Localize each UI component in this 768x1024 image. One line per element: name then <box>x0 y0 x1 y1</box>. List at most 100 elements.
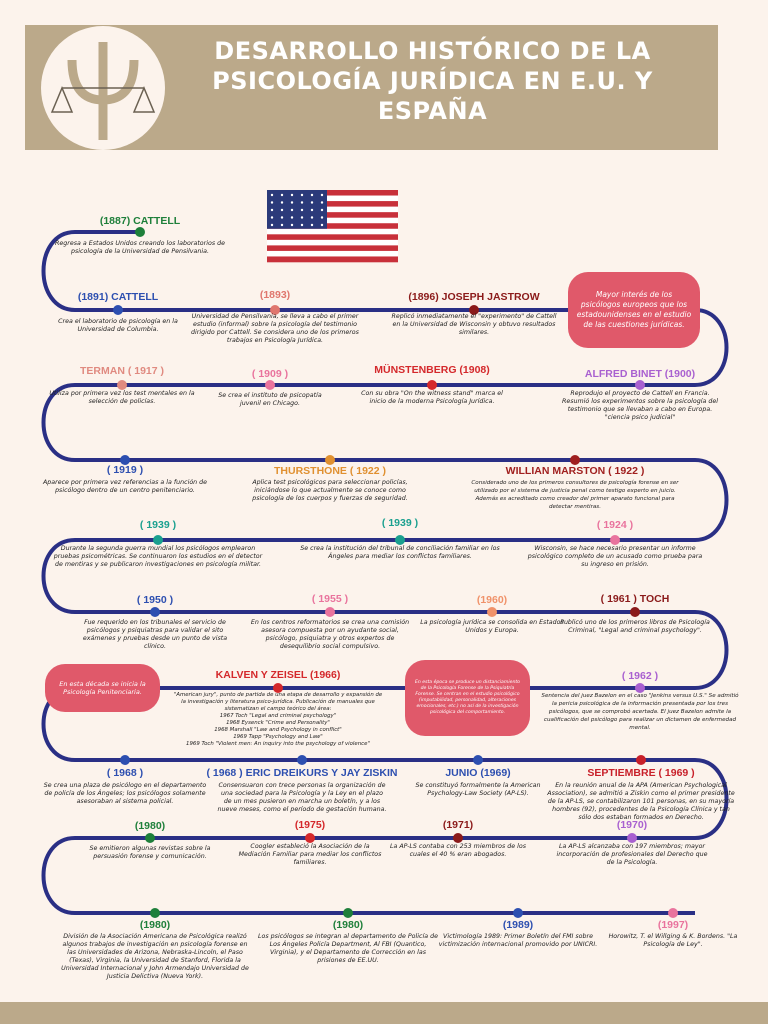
event-label: (1960) <box>476 594 508 606</box>
event-dot <box>150 908 160 918</box>
description-text: Coogler estableció la Asociación de la M… <box>238 843 382 866</box>
event-dot <box>636 755 646 765</box>
description-text: La AP-LS alcanzaba con 197 miembros; may… <box>556 843 708 866</box>
event-label: (1980) <box>139 919 171 931</box>
event-label: ( 1939 ) <box>381 517 419 529</box>
flag-star <box>290 223 294 227</box>
flag-star <box>290 208 294 212</box>
description-text: Con su obra "On the witness stand" marca… <box>361 390 503 405</box>
event-dot <box>668 908 678 918</box>
event-label: ( 1950 ) <box>136 594 174 606</box>
flag-star <box>310 216 314 219</box>
event-description: Sentencia del juez Bazelon en el caso "J… <box>540 692 740 732</box>
event-dot <box>473 755 483 765</box>
description-text: Publicó uno de los primeros libros de Ps… <box>560 619 710 634</box>
flag-star <box>280 208 284 212</box>
event-label: (1997) <box>657 919 689 931</box>
event-dot <box>610 535 620 545</box>
description-text: La AP-LS contaba con 253 miembros de los… <box>389 843 527 858</box>
flag-stripe <box>267 245 398 252</box>
event-description: Fue requerido en los tribunales el servi… <box>75 619 235 651</box>
event-description: En los centros reformatorios se crea una… <box>250 619 410 651</box>
event-description: La psicología jurídica se consolida en E… <box>417 619 567 635</box>
event-dot <box>145 833 155 843</box>
description-text: La psicología jurídica se consolida en E… <box>420 619 564 634</box>
flag-star <box>300 201 304 204</box>
flag-star <box>300 208 304 212</box>
event-dot <box>135 227 145 237</box>
note-box: Mayor interés de los psicólogos europeos… <box>568 272 700 348</box>
note-box: En esta década se inicia la Psicología P… <box>45 664 160 712</box>
event-dot <box>630 607 640 617</box>
timeline-track <box>41 230 729 915</box>
event-description: Consensuaron con trece personas la organ… <box>217 782 387 814</box>
event-label: (1891) CATTELL <box>77 291 159 303</box>
event-dot <box>305 833 315 843</box>
flag-star <box>320 193 324 197</box>
event-dot <box>117 380 127 390</box>
event-label: ( 1919 ) <box>106 464 144 476</box>
event-label: TERMAN ( 1917 ) <box>79 365 165 377</box>
event-dot <box>265 380 275 390</box>
event-dot <box>113 305 123 315</box>
flag-stripe <box>267 195 398 202</box>
description-text: Se emitieron algunas revistas sobre la p… <box>89 845 211 860</box>
event-description: En la reunión anual de la APA (American … <box>546 782 736 822</box>
description-text: "American jury", punto de partida de una… <box>173 692 383 712</box>
description-text: Se constituyó formalmente la American Ps… <box>415 782 541 797</box>
event-description: Wisconsin, se hace necesario presentar u… <box>525 545 705 569</box>
flag-star <box>270 223 274 227</box>
event-description: Replicó inmediatamente el "experimento" … <box>389 313 559 337</box>
flag-star <box>310 193 314 197</box>
event-description: La AP-LS alcanzaba con 197 miembros; may… <box>552 843 712 867</box>
event-label: (1971) <box>442 819 474 831</box>
flag-stripe <box>267 212 398 218</box>
event-label: ( 1924 ) <box>596 519 634 531</box>
event-description: Se crea la institución del tribunal de c… <box>295 545 505 561</box>
event-description: Regresa a Estados Unidos creando los lab… <box>55 240 225 256</box>
event-description: La AP-LS contaba con 253 miembros de los… <box>388 843 528 859</box>
flag-star <box>300 223 304 227</box>
description-text: Se crea una plaza de psicólogo en el dep… <box>43 782 207 805</box>
event-label: ( 1955 ) <box>311 593 349 605</box>
work-line: 1968 Marshall "Law and Psychology in con… <box>214 727 342 733</box>
flag-stripe <box>267 234 398 241</box>
description-text: Regresa a Estados Unidos creando los lab… <box>55 240 225 255</box>
description-text: Se crea la institución del tribunal de c… <box>300 545 500 560</box>
event-description: Se emitieron algunas revistas sobre la p… <box>85 845 215 861</box>
event-label: ( 1961 ) TOCH <box>600 593 670 605</box>
event-description: Con su obra "On the witness stand" marca… <box>357 390 507 406</box>
flag-stripe <box>267 250 398 257</box>
description-text: Consensuaron con trece personas la organ… <box>217 782 387 813</box>
event-dot <box>627 833 637 843</box>
event-label: (1896) JOSEPH JASTROW <box>408 291 540 303</box>
flag-stripe <box>267 228 398 235</box>
description-text: Horowitz, T. el Willging & K. Bordens. "… <box>608 933 738 948</box>
flag-star <box>320 201 324 204</box>
flag-stripe <box>267 201 398 207</box>
event-label: THURSTHONE ( 1922 ) <box>273 465 387 477</box>
description-text: En la reunión anual de la APA (American … <box>547 782 735 821</box>
event-dot <box>469 305 479 315</box>
event-label: (1980) <box>134 820 166 832</box>
event-dot <box>325 455 335 465</box>
event-description: Los psicólogos se integran al departamen… <box>258 933 438 965</box>
description-text: Fue requerido en los tribunales el servi… <box>82 619 228 650</box>
event-dot <box>273 683 283 693</box>
description-text: Universidad de Pensilvania, se lleva a c… <box>191 313 359 344</box>
flag-stripe <box>267 256 398 263</box>
description-text: Reprodujo el proyecto de Cattell en Fran… <box>562 390 718 421</box>
event-dot <box>270 305 280 315</box>
event-dot <box>150 607 160 617</box>
flag-stripe <box>267 217 398 224</box>
event-description: Utiliza por primera vez los test mentale… <box>47 390 197 406</box>
flag-star <box>310 223 314 227</box>
flag-star <box>300 216 304 219</box>
flag-star <box>300 193 304 197</box>
flag-stripe <box>267 223 398 230</box>
title: DESARROLLO HISTÓRICO DE LA PSICOLOGÍA JU… <box>212 37 653 125</box>
event-dot <box>487 607 497 617</box>
description-text: Utiliza por primera vez los test mentale… <box>49 390 195 405</box>
event-label: KALVEN Y ZEISEL (1966) <box>215 669 341 681</box>
flag-star <box>290 201 294 204</box>
